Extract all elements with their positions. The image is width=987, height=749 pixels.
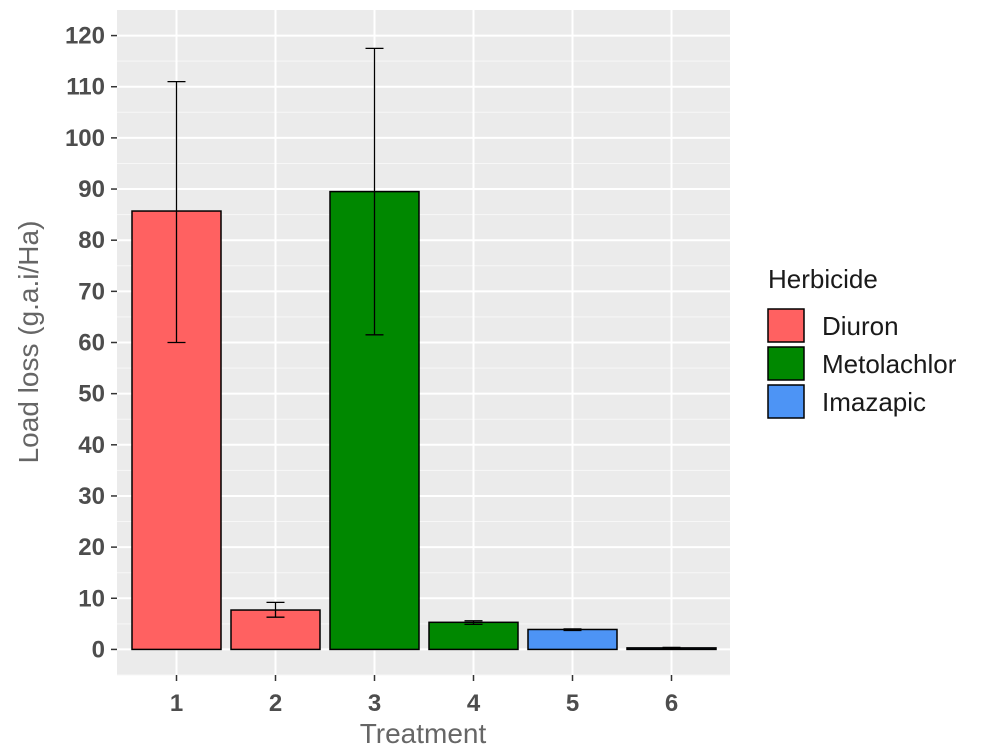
legend-item-diuron: Diuron <box>767 308 899 343</box>
error-bar-2 <box>266 601 285 618</box>
error-bar-3 <box>365 47 384 336</box>
y-tick-label: 60 <box>78 330 105 357</box>
y-tick-label: 0 <box>92 636 105 663</box>
legend-label: Diuron <box>822 311 899 341</box>
y-axis-title: Load loss (g.a.i/Ha) <box>13 221 44 464</box>
legend-label: Imazapic <box>822 387 926 417</box>
y-tick-label: 100 <box>65 125 105 152</box>
x-tick-label: 6 <box>665 690 678 717</box>
error-bars <box>167 47 681 650</box>
x-tick-label: 5 <box>566 690 579 717</box>
y-tick-label: 50 <box>78 381 105 408</box>
x-tick-label: 3 <box>368 690 381 717</box>
error-bar-1 <box>167 80 186 344</box>
legend-item-imazapic: Imazapic <box>767 384 926 419</box>
y-tick-label: 20 <box>78 534 105 561</box>
legend: Herbicide Diuron Metolachlor Imazapic <box>767 264 957 419</box>
error-bar-6 <box>662 646 681 650</box>
y-tick-label: 30 <box>78 483 105 510</box>
legend-label: Metolachlor <box>822 349 957 379</box>
bar-5 <box>527 628 618 651</box>
y-tick-label: 70 <box>78 278 105 305</box>
x-tick-label: 4 <box>467 690 481 717</box>
legend-title: Herbicide <box>768 264 878 294</box>
x-axis: 1 2 3 4 5 6 <box>170 675 678 717</box>
legend-item-metolachlor: Metolachlor <box>767 346 957 381</box>
y-axis: 0 10 20 30 40 50 60 70 80 90 100 110 120 <box>65 23 117 663</box>
bar-4 <box>428 621 519 651</box>
x-tick-label: 2 <box>269 690 282 717</box>
x-axis-title: Treatment <box>360 718 487 749</box>
y-tick-label: 110 <box>66 74 105 101</box>
y-tick-label: 120 <box>65 23 105 50</box>
legend-swatch <box>767 346 805 381</box>
y-tick-label: 80 <box>78 227 105 254</box>
y-tick-label: 90 <box>78 176 105 203</box>
y-tick-label: 10 <box>78 585 105 612</box>
legend-swatch <box>767 308 805 343</box>
error-bar-4 <box>464 620 483 626</box>
x-tick-label: 1 <box>170 690 183 717</box>
legend-swatch <box>767 384 805 419</box>
error-bar-5 <box>563 628 582 632</box>
y-tick-label: 40 <box>78 432 105 459</box>
